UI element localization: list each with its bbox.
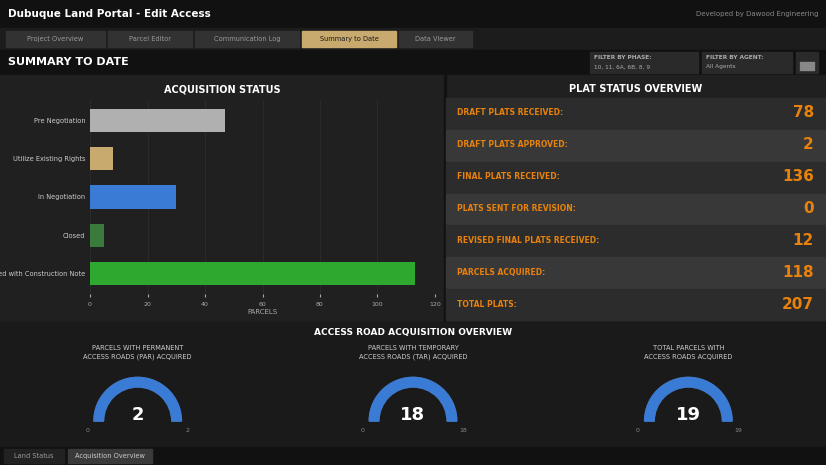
Text: Parcel Editor: Parcel Editor: [129, 36, 171, 42]
Bar: [302, 31, 396, 47]
Text: Land Status: Land Status: [14, 453, 54, 459]
Text: ACCESS ROADS (TAR) ACQUIRED: ACCESS ROADS (TAR) ACQUIRED: [358, 354, 468, 360]
Text: 0: 0: [804, 201, 814, 216]
Text: ACCESS ROADS ACQUIRED: ACCESS ROADS ACQUIRED: [644, 354, 733, 360]
Bar: [90, 147, 113, 170]
Text: All Agents: All Agents: [706, 65, 736, 69]
Text: 2: 2: [186, 428, 190, 433]
Bar: [446, 162, 825, 193]
Bar: [0, 28, 826, 50]
Text: FINAL PLATS RECEIVED:: FINAL PLATS RECEIVED:: [457, 172, 560, 181]
Bar: [444, 75, 446, 322]
Bar: [6, 31, 105, 47]
Text: 0: 0: [636, 428, 640, 433]
Bar: [796, 52, 818, 73]
Bar: [108, 31, 192, 47]
Text: 10, 11, 6A, 6B, 8, 9: 10, 11, 6A, 6B, 8, 9: [594, 65, 650, 69]
Text: TOTAL PLATS:: TOTAL PLATS:: [457, 299, 517, 309]
Bar: [90, 262, 415, 285]
Wedge shape: [369, 378, 457, 421]
Text: 2: 2: [803, 137, 814, 152]
Text: 78: 78: [793, 106, 814, 120]
Text: 12: 12: [793, 233, 814, 248]
Bar: [68, 449, 152, 463]
Bar: [446, 257, 825, 288]
Text: 207: 207: [782, 297, 814, 312]
Bar: [0, 322, 826, 447]
Text: 2: 2: [131, 405, 144, 424]
Text: 19: 19: [734, 428, 743, 433]
Bar: [800, 66, 814, 67]
Bar: [446, 98, 825, 129]
Text: 118: 118: [782, 265, 814, 280]
Bar: [0, 447, 826, 465]
Wedge shape: [369, 378, 457, 421]
Bar: [90, 109, 225, 132]
Text: PARCELS WITH PERMANENT: PARCELS WITH PERMANENT: [92, 345, 183, 351]
Text: 136: 136: [782, 169, 814, 184]
Bar: [90, 186, 176, 208]
Bar: [90, 224, 104, 247]
Text: FILTER BY PHASE:: FILTER BY PHASE:: [594, 55, 652, 60]
X-axis label: PARCELS: PARCELS: [248, 309, 278, 315]
Bar: [0, 0, 826, 28]
Wedge shape: [94, 378, 182, 421]
Text: DRAFT PLATS RECEIVED:: DRAFT PLATS RECEIVED:: [457, 108, 563, 118]
Text: PLATS SENT FOR REVISION:: PLATS SENT FOR REVISION:: [457, 204, 576, 213]
Wedge shape: [644, 378, 732, 421]
Text: 18: 18: [401, 405, 425, 424]
Bar: [4, 449, 64, 463]
Bar: [399, 31, 472, 47]
Bar: [800, 62, 814, 64]
Text: PLAT STATUS OVERVIEW: PLAT STATUS OVERVIEW: [569, 84, 702, 94]
Text: Developed by Dawood Engineering: Developed by Dawood Engineering: [695, 11, 818, 17]
Bar: [590, 52, 698, 73]
Wedge shape: [94, 378, 182, 421]
Text: ACQUISITION STATUS: ACQUISITION STATUS: [164, 84, 281, 94]
Text: 18: 18: [459, 428, 468, 433]
Text: Project Overview: Project Overview: [27, 36, 83, 42]
Bar: [800, 68, 814, 70]
Wedge shape: [644, 378, 732, 421]
Text: ACCESS ROADS (PAR) ACQUIRED: ACCESS ROADS (PAR) ACQUIRED: [83, 354, 192, 360]
Text: REVISED FINAL PLATS RECEIVED:: REVISED FINAL PLATS RECEIVED:: [457, 236, 599, 245]
Text: Communication Log: Communication Log: [214, 36, 280, 42]
Text: PARCELS ACQUIRED:: PARCELS ACQUIRED:: [457, 268, 545, 277]
Bar: [702, 52, 792, 73]
Text: DRAFT PLATS APPROVED:: DRAFT PLATS APPROVED:: [457, 140, 567, 149]
Bar: [195, 31, 299, 47]
Text: TOTAL PARCELS WITH: TOTAL PARCELS WITH: [653, 345, 724, 351]
Text: Summary to Date: Summary to Date: [320, 36, 378, 42]
Bar: [446, 226, 825, 256]
Text: 0: 0: [85, 428, 89, 433]
Text: Acquisition Overview: Acquisition Overview: [75, 453, 145, 459]
Text: FILTER BY AGENT:: FILTER BY AGENT:: [706, 55, 763, 60]
Text: PARCELS WITH TEMPORARY: PARCELS WITH TEMPORARY: [368, 345, 458, 351]
Text: ACCESS ROAD ACQUISITION OVERVIEW: ACCESS ROAD ACQUISITION OVERVIEW: [314, 327, 512, 337]
Bar: [445, 75, 826, 322]
Bar: [446, 130, 825, 161]
Text: SUMMARY TO DATE: SUMMARY TO DATE: [8, 58, 129, 67]
Bar: [446, 193, 825, 225]
Bar: [446, 289, 825, 320]
Bar: [0, 75, 445, 322]
Text: Dubuque Land Portal - Edit Access: Dubuque Land Portal - Edit Access: [8, 9, 211, 19]
Bar: [0, 50, 826, 75]
Text: 0: 0: [361, 428, 364, 433]
Text: Data Viewer: Data Viewer: [415, 36, 456, 42]
Text: 19: 19: [676, 405, 700, 424]
